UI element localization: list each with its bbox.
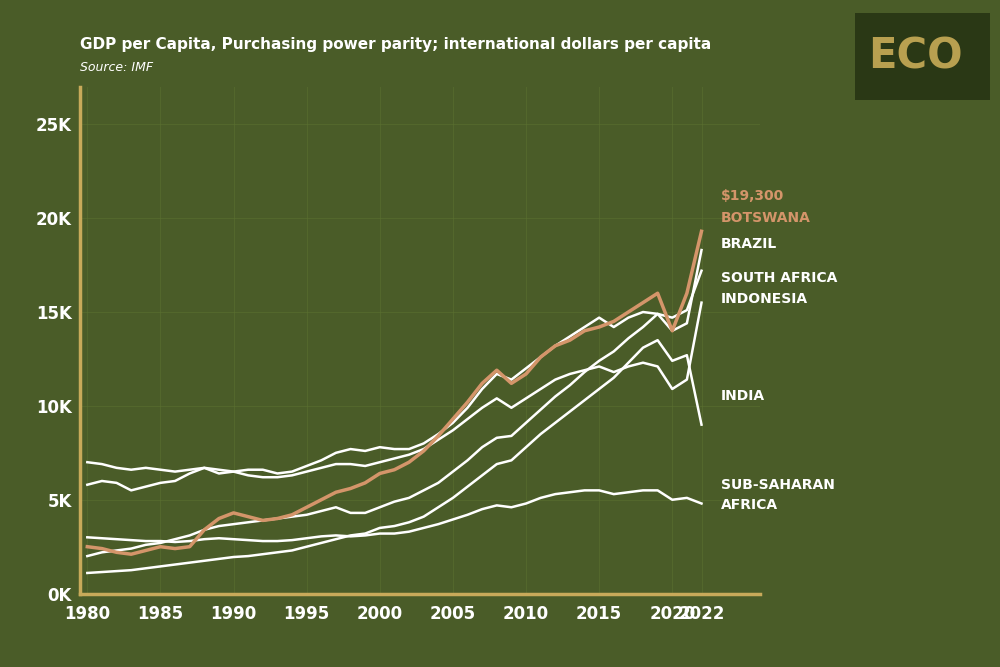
Text: INDIA: INDIA: [721, 390, 765, 404]
Text: BOTSWANA: BOTSWANA: [721, 211, 810, 225]
Text: AFRICA: AFRICA: [721, 498, 778, 512]
Text: SUB-SAHARAN: SUB-SAHARAN: [721, 478, 834, 492]
Text: BRAZIL: BRAZIL: [721, 237, 777, 251]
Text: Source: IMF: Source: IMF: [80, 61, 153, 74]
Text: $19,300: $19,300: [721, 189, 784, 203]
Text: INDONESIA: INDONESIA: [721, 292, 808, 306]
Text: SOUTH AFRICA: SOUTH AFRICA: [721, 271, 837, 285]
Text: ECO: ECO: [868, 36, 963, 77]
Text: GDP per Capita, Purchasing power parity; international dollars per capita: GDP per Capita, Purchasing power parity;…: [80, 37, 711, 51]
